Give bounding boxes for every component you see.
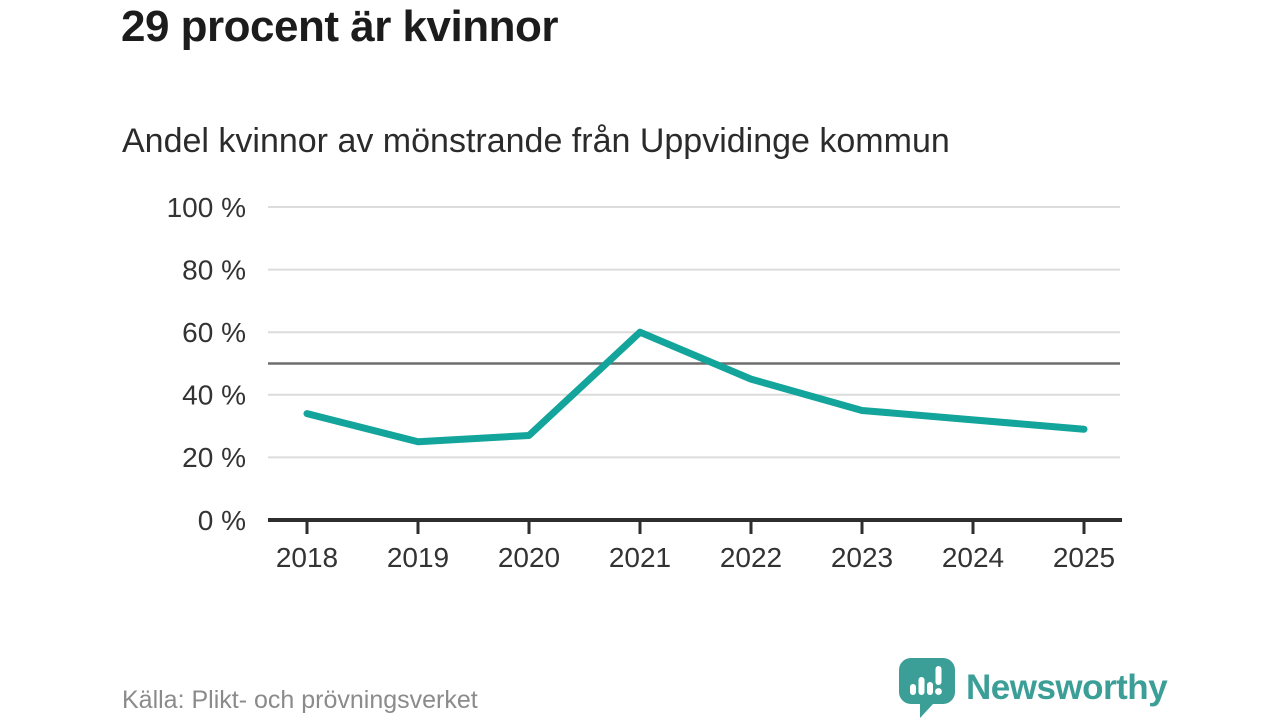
x-axis-label: 2022 bbox=[720, 542, 782, 573]
x-axis-label: 2021 bbox=[609, 542, 671, 573]
y-axis-label: 80 % bbox=[182, 254, 246, 285]
newsworthy-logo-text: Newsworthy bbox=[966, 668, 1168, 707]
newsworthy-logo: Newsworthy bbox=[898, 657, 1168, 719]
y-axis-label: 60 % bbox=[182, 317, 246, 348]
source-text: Källa: Plikt- och prövningsverket bbox=[122, 686, 478, 714]
y-axis-label: 40 % bbox=[182, 380, 246, 411]
x-axis-label: 2024 bbox=[942, 542, 1004, 573]
x-axis-label: 2019 bbox=[387, 542, 449, 573]
x-axis-label: 2025 bbox=[1053, 542, 1115, 573]
y-axis-label: 0 % bbox=[198, 505, 246, 536]
y-axis-label: 100 % bbox=[167, 192, 246, 223]
x-axis-label: 2018 bbox=[276, 542, 338, 573]
page-title: 29 procent är kvinnor bbox=[121, 2, 558, 51]
x-axis-label: 2020 bbox=[498, 542, 560, 573]
newsworthy-logo-icon bbox=[899, 658, 955, 718]
data-line bbox=[303, 328, 1088, 446]
chart-subtitle: Andel kvinnor av mönstrande från Uppvidi… bbox=[122, 122, 950, 160]
x-axis-label: 2023 bbox=[831, 542, 893, 573]
y-axis-label: 20 % bbox=[182, 442, 246, 473]
